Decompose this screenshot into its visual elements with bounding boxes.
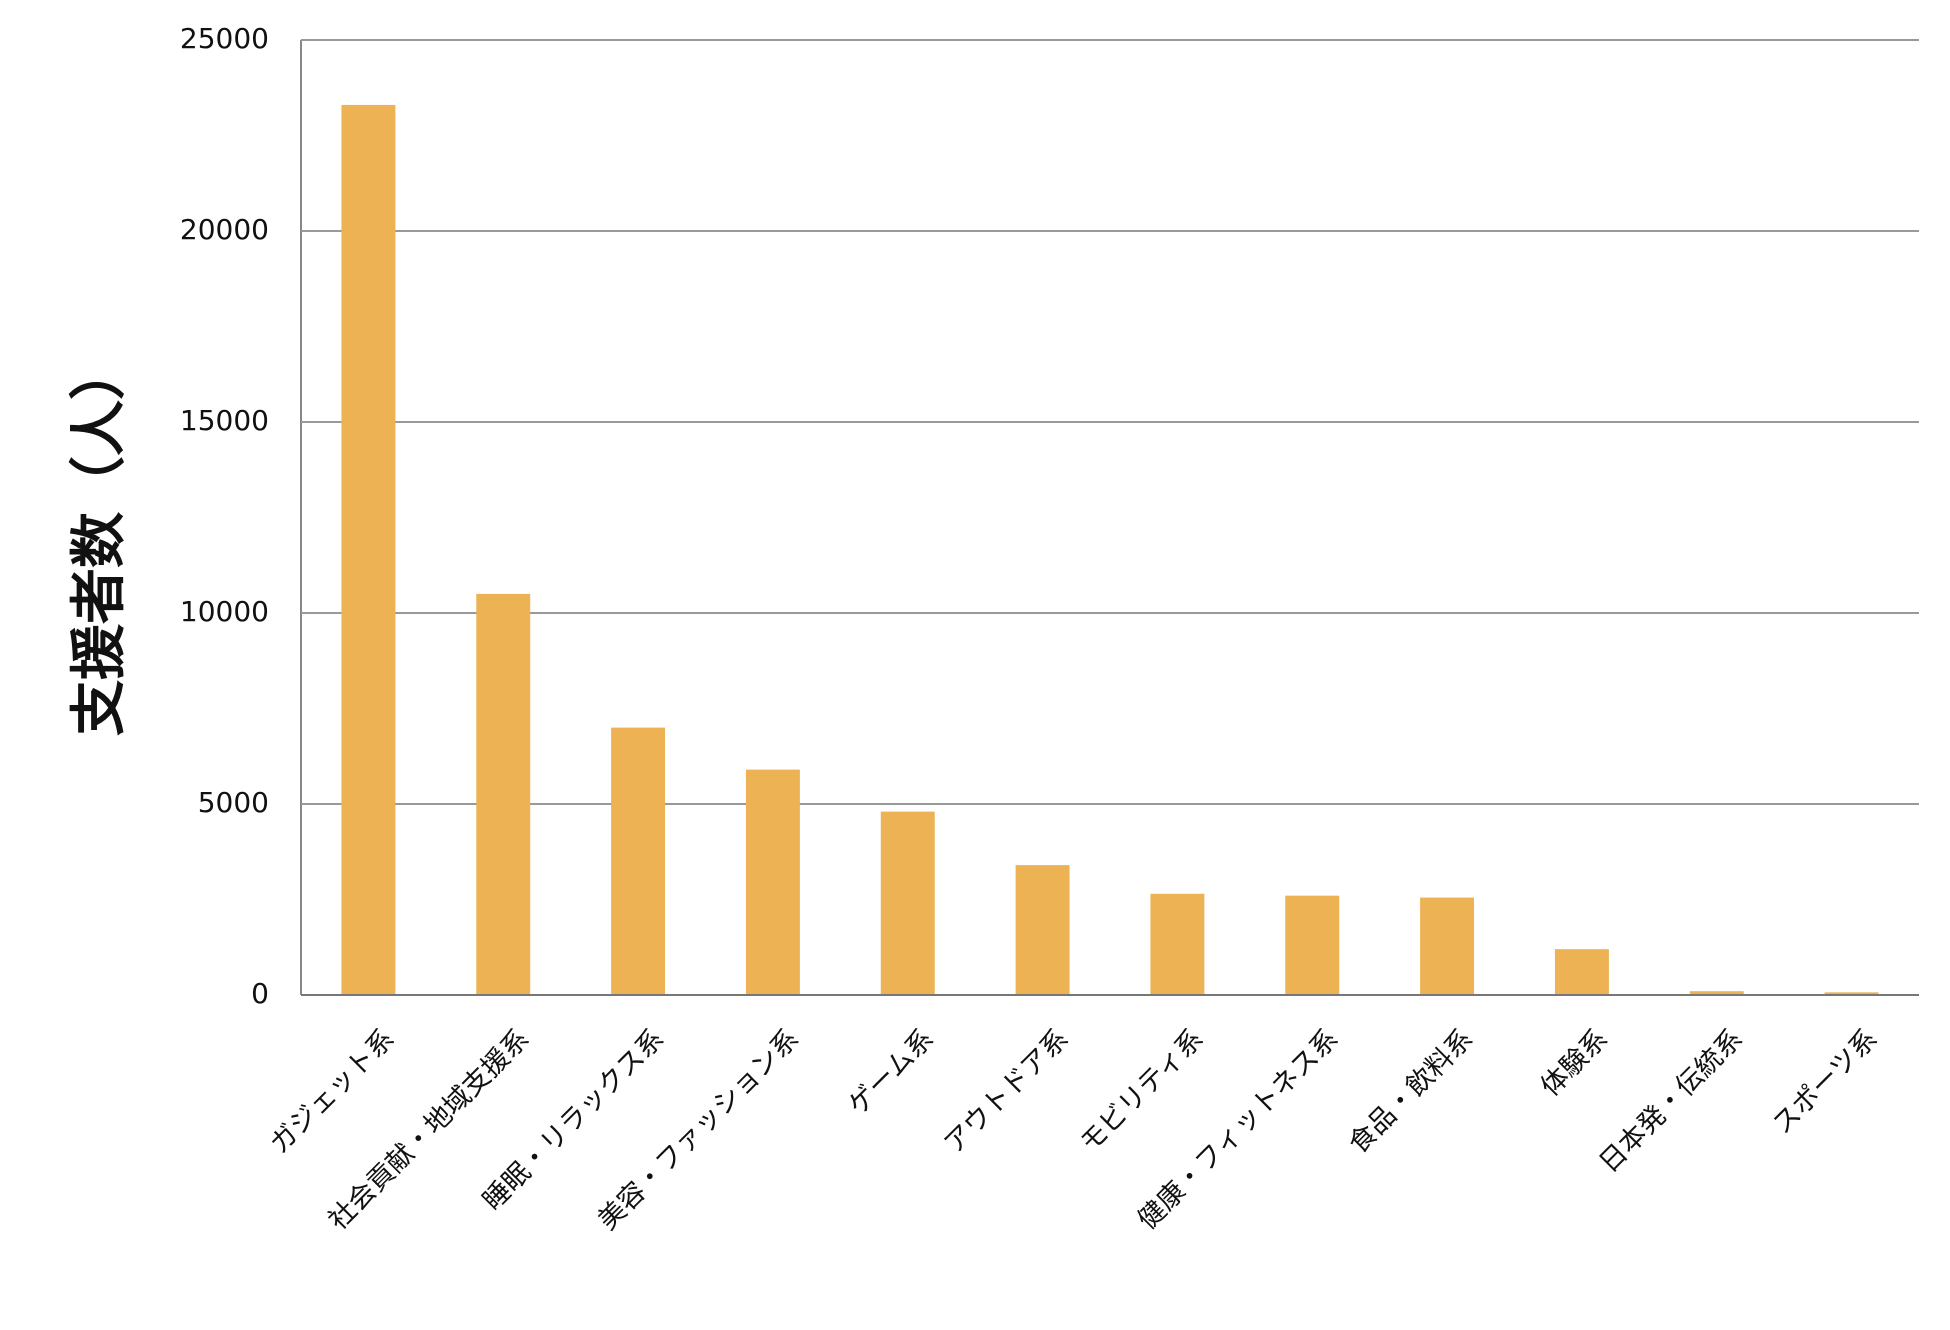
bar bbox=[611, 727, 666, 995]
y-tick-label: 0 bbox=[251, 977, 269, 1010]
bar bbox=[880, 811, 935, 995]
x-tick-label: 日本発・伝統系 bbox=[1593, 1023, 1749, 1179]
bar bbox=[1420, 897, 1475, 995]
y-tick-label: 5000 bbox=[198, 786, 269, 819]
x-tick-label: モビリティ系 bbox=[1074, 1023, 1209, 1158]
y-axis-title: 支援者数（人） bbox=[67, 344, 132, 736]
x-tick-label: アウトドア系 bbox=[938, 1023, 1074, 1159]
bar bbox=[745, 769, 800, 995]
y-tick-label: 25000 bbox=[180, 22, 269, 55]
y-tick-label: 15000 bbox=[180, 404, 269, 437]
bar bbox=[476, 593, 531, 995]
bar bbox=[1689, 991, 1744, 995]
bar bbox=[1824, 992, 1879, 995]
x-tick-label: 体験系 bbox=[1535, 1023, 1614, 1102]
x-tick-label: ゲーム系 bbox=[842, 1023, 940, 1121]
x-tick-label: スポーツ系 bbox=[1767, 1023, 1884, 1140]
x-tick-label: ガジェット系 bbox=[264, 1023, 400, 1159]
x-tick-label: 食品・飲料系 bbox=[1343, 1023, 1479, 1159]
y-tick-label: 20000 bbox=[180, 213, 269, 246]
y-tick-label: 10000 bbox=[180, 595, 269, 628]
bar bbox=[341, 104, 396, 995]
bar bbox=[1285, 895, 1340, 995]
bar bbox=[1015, 865, 1070, 995]
bar bbox=[1554, 949, 1609, 995]
bar bbox=[1150, 893, 1205, 995]
